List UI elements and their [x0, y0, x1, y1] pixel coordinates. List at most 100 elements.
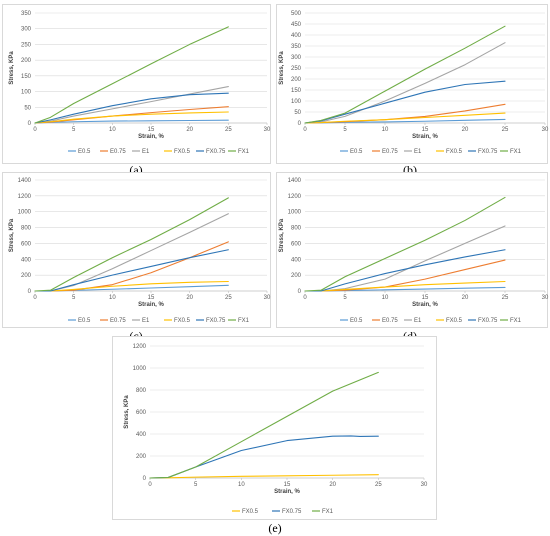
y-tick-label: 0 [298, 289, 302, 295]
y-tick-label: 600 [136, 410, 147, 416]
legend-label: E1 [142, 149, 150, 155]
legend-label: E0.5 [78, 318, 91, 324]
legend-label: FX0.75 [206, 149, 226, 155]
series-line-E1 [34, 213, 229, 292]
x-axis-label: Strain, % [412, 134, 438, 140]
y-tick-label: 1200 [288, 194, 302, 200]
y-tick-label: 800 [291, 226, 302, 232]
y-axis-label: Stress, KPa [279, 51, 285, 85]
series-line-E0-5 [304, 286, 506, 292]
y-axis-label: Stress, KPa [124, 395, 130, 429]
legend-label: FX0.5 [446, 318, 463, 324]
legend-label: E1 [414, 318, 422, 324]
y-tick-label: 150 [21, 74, 32, 80]
y-tick-label: 450 [291, 22, 302, 28]
y-tick-label: 50 [24, 105, 31, 111]
y-tick-label: 350 [21, 11, 32, 17]
y-tick-label: 1200 [18, 194, 32, 200]
x-tick-label: 15 [148, 295, 155, 301]
series-line-E0-75 [304, 259, 506, 292]
legend-label: E0.75 [382, 149, 398, 155]
x-tick-label: 10 [238, 482, 245, 488]
x-tick-label: 10 [109, 127, 116, 133]
x-tick-label: 25 [375, 482, 382, 488]
x-axis-label: Strain, % [138, 302, 164, 308]
y-tick-label: 400 [291, 33, 302, 39]
y-tick-label: 600 [21, 241, 32, 247]
y-tick-label: 300 [21, 27, 32, 33]
series-line-FX0-75 [304, 80, 506, 124]
x-tick-label: 30 [264, 127, 271, 133]
series-line-FX0-5 [149, 474, 379, 479]
series-line-FX1 [304, 196, 506, 292]
y-tick-label: 0 [298, 121, 302, 127]
y-tick-label: 800 [136, 388, 147, 394]
series-line-FX1 [34, 197, 229, 292]
x-tick-label: 25 [502, 295, 509, 301]
y-tick-label: 100 [21, 90, 32, 96]
series-line-E0-75 [34, 241, 229, 292]
y-tick-label: 1400 [288, 178, 302, 184]
x-tick-label: 15 [284, 482, 291, 488]
x-tick-label: 30 [542, 295, 549, 301]
y-tick-label: 1000 [288, 210, 302, 216]
legend-label: FX0.5 [174, 149, 191, 155]
y-tick-label: 200 [21, 273, 32, 279]
legend-label: E1 [142, 318, 150, 324]
x-tick-label: 20 [462, 127, 469, 133]
series-line-E1 [304, 42, 506, 124]
y-tick-label: 400 [291, 257, 302, 263]
legend-label: FX0.75 [282, 509, 302, 515]
x-tick-label: 10 [382, 295, 389, 301]
x-tick-label: 30 [421, 482, 428, 488]
y-tick-label: 100 [291, 99, 302, 105]
series-line-E0-75 [304, 103, 506, 124]
legend-label: E0.75 [382, 318, 398, 324]
x-tick-label: 20 [186, 295, 193, 301]
x-tick-label: 30 [542, 127, 549, 133]
y-tick-label: 0 [28, 121, 32, 127]
series-line-FX0-5 [34, 280, 229, 292]
x-tick-label: 5 [194, 482, 198, 488]
x-tick-label: 25 [502, 127, 509, 133]
chart-frame-b [276, 4, 548, 164]
x-tick-label: 15 [422, 127, 429, 133]
y-axis-label: Stress, KPa [9, 51, 15, 85]
legend-label: E0.75 [110, 318, 126, 324]
legend-label: FX1 [510, 318, 522, 324]
legend-label: FX0.5 [174, 318, 191, 324]
x-tick-label: 15 [148, 127, 155, 133]
series-line-FX0-75 [34, 92, 229, 124]
series-line-E0-5 [34, 284, 229, 292]
x-tick-label: 10 [109, 295, 116, 301]
x-tick-label: 15 [422, 295, 429, 301]
chart-frame-e [112, 336, 437, 520]
x-tick-label: 20 [186, 127, 193, 133]
series-line-FX0-75 [304, 249, 506, 292]
chart-frame-d [276, 172, 548, 328]
y-axis-label: Stress, KPa [9, 218, 15, 252]
legend-label: FX0.75 [478, 318, 498, 324]
y-tick-label: 200 [291, 77, 302, 83]
y-tick-label: 500 [291, 11, 302, 17]
series-line-E0-5 [34, 119, 229, 124]
x-tick-label: 0 [303, 295, 307, 301]
y-tick-label: 1200 [133, 344, 147, 350]
x-tick-label: 25 [225, 295, 232, 301]
y-tick-label: 200 [136, 454, 147, 460]
y-tick-label: 250 [291, 66, 302, 72]
caption-b: (b) [403, 163, 417, 177]
x-tick-label: 0 [33, 295, 37, 301]
y-tick-label: 50 [294, 110, 301, 116]
x-tick-label: 10 [382, 127, 389, 133]
y-tick-label: 1400 [18, 178, 32, 184]
x-tick-label: 25 [225, 127, 232, 133]
legend-label: E0.5 [78, 149, 91, 155]
series-line-E1 [304, 225, 506, 292]
x-tick-label: 20 [329, 482, 336, 488]
